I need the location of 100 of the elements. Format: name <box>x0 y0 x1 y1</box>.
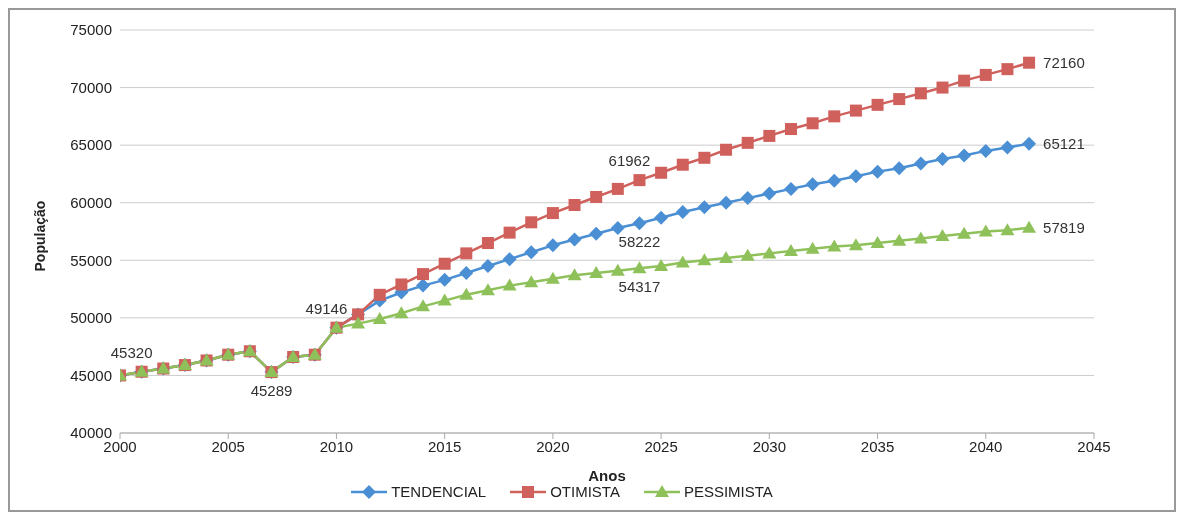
point <box>762 186 777 201</box>
point <box>372 312 387 325</box>
point <box>524 275 539 288</box>
x-tick-label: 2015 <box>427 437 462 455</box>
point <box>590 190 603 203</box>
point <box>437 272 452 287</box>
point <box>480 259 495 274</box>
point <box>697 200 712 215</box>
point <box>763 129 776 142</box>
point <box>610 221 625 236</box>
y-tick-label: 70000 <box>70 78 112 96</box>
point <box>568 199 581 212</box>
point <box>1000 140 1015 155</box>
x-tick-label: 2045 <box>1077 437 1111 455</box>
point <box>827 239 842 252</box>
point <box>503 226 516 239</box>
point <box>481 237 494 250</box>
data-label: 61962 <box>608 152 651 170</box>
point <box>632 261 647 274</box>
point <box>545 238 560 253</box>
point <box>633 174 646 187</box>
point <box>979 68 992 81</box>
y-axis-title: População <box>31 200 48 272</box>
point <box>654 259 669 272</box>
point <box>546 207 559 220</box>
point <box>524 245 539 260</box>
data-label: 45320 <box>110 343 153 361</box>
legend-label: TENDENCIAL <box>390 483 487 500</box>
point <box>698 151 711 164</box>
y-tick-label: 45000 <box>70 366 112 384</box>
data-label: 58222 <box>618 233 661 251</box>
point <box>567 268 582 281</box>
point <box>892 233 907 246</box>
point <box>395 278 408 291</box>
point <box>741 136 754 149</box>
point <box>913 156 928 171</box>
point <box>805 241 820 254</box>
x-tick-label: 2005 <box>211 437 245 455</box>
point <box>567 232 582 247</box>
point <box>676 158 689 171</box>
point <box>438 257 451 270</box>
data-label: 72160 <box>1043 53 1085 71</box>
point <box>720 143 733 156</box>
point <box>460 247 473 260</box>
point <box>1022 136 1037 151</box>
data-label: 57819 <box>1043 218 1085 236</box>
point <box>675 204 690 219</box>
x-tick-label: 2030 <box>752 437 787 455</box>
legend-label: PESSIMISTA <box>682 483 773 500</box>
data-label: 65121 <box>1043 134 1085 152</box>
point <box>958 74 971 87</box>
point <box>740 191 755 206</box>
point <box>589 265 604 278</box>
point <box>1022 220 1037 233</box>
point <box>417 268 430 281</box>
point <box>935 229 950 242</box>
point <box>655 166 668 179</box>
point <box>351 316 366 329</box>
point <box>871 98 884 111</box>
x-tick-label: 2010 <box>319 437 354 455</box>
legend-label: OTIMISTA <box>549 483 620 500</box>
point <box>589 226 604 241</box>
point <box>459 265 474 280</box>
point <box>849 104 862 117</box>
point <box>719 195 734 210</box>
y-tick-label: 65000 <box>70 136 112 154</box>
y-tick-label: 60000 <box>70 194 112 212</box>
data-label: 45289 <box>250 382 293 400</box>
point <box>978 143 993 158</box>
point <box>654 210 669 225</box>
point <box>828 110 841 123</box>
point <box>783 181 798 196</box>
point <box>1001 63 1014 76</box>
point <box>719 250 734 263</box>
point <box>416 299 431 312</box>
point <box>913 231 928 244</box>
point <box>957 148 972 163</box>
x-tick-label: 2020 <box>536 437 570 455</box>
x-axis-title: Anos <box>588 467 626 484</box>
point <box>806 117 819 130</box>
point <box>675 255 690 268</box>
y-tick-label: 50000 <box>70 309 112 327</box>
data-label: 49146 <box>305 299 348 317</box>
point <box>892 161 907 176</box>
point <box>416 278 431 293</box>
point <box>610 263 625 276</box>
point <box>1000 223 1015 236</box>
y-tick-label: 75000 <box>70 21 112 39</box>
point <box>936 81 949 94</box>
x-tick-label: 2040 <box>969 437 1003 455</box>
point <box>848 238 863 251</box>
point <box>1023 56 1036 69</box>
point <box>957 226 972 239</box>
point <box>437 293 452 306</box>
point <box>978 224 993 237</box>
point <box>827 173 842 188</box>
point <box>740 248 755 261</box>
point <box>697 253 712 266</box>
x-tick-label: 2035 <box>860 437 895 455</box>
point <box>784 123 797 136</box>
